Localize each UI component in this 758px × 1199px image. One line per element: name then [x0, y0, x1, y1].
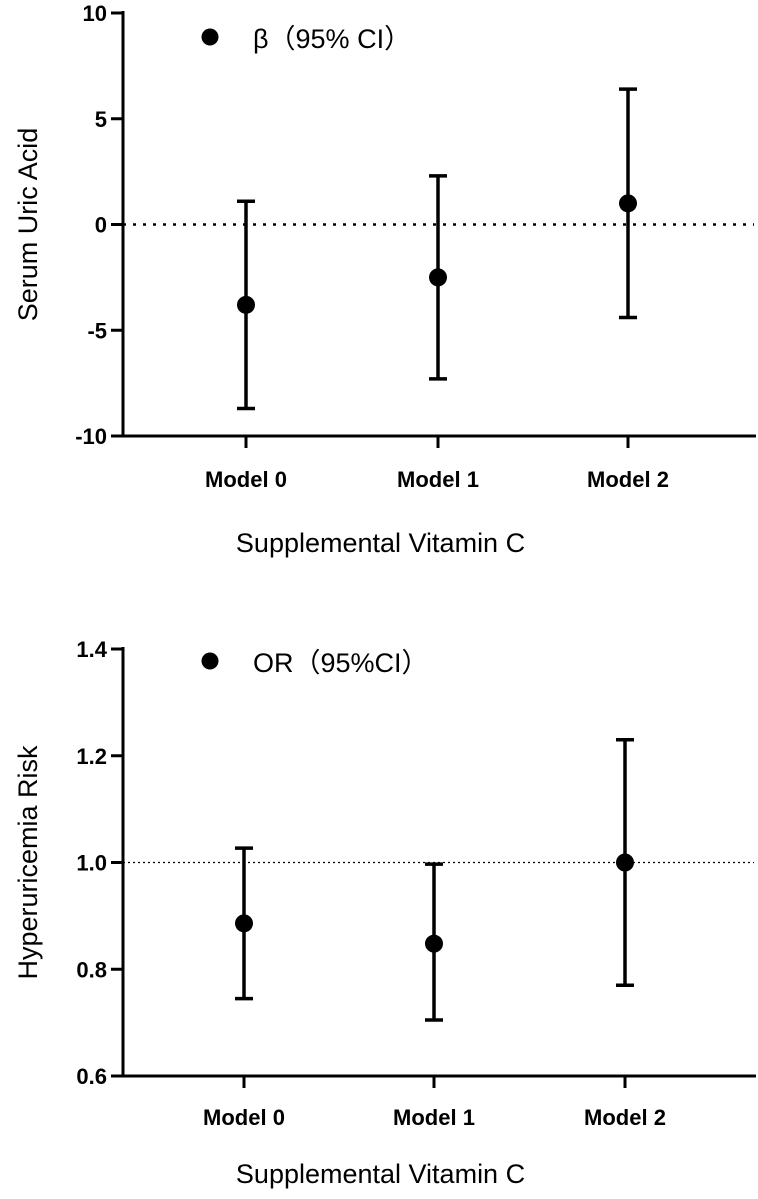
chart1-y-tick-label: 0.6	[76, 1064, 107, 1089]
chart0-legend-marker	[201, 28, 219, 46]
chart0-y-tick-label: -5	[87, 318, 107, 343]
chart0-category-label: Model 0	[205, 467, 287, 492]
chart1-data-point	[425, 934, 443, 953]
chart0-data-point	[237, 295, 255, 314]
chart1-category-label: Model 2	[584, 1105, 666, 1130]
chart1-category-label: Model 1	[393, 1105, 475, 1130]
chart0-y-tick-label: 0	[95, 213, 107, 238]
chart1-x-axis-title: Supplemental Vitamin C	[236, 1159, 525, 1189]
chart1-y-tick-label: 1.4	[76, 637, 107, 662]
chart0-y-tick-label: -10	[75, 424, 107, 449]
chart1-y-tick-label: 1.2	[76, 744, 107, 769]
chart-serum-uric-acid: -10 -5 0 5 10 Model 0 Model 1 Model 2 Supplement…	[13, 1, 756, 558]
chart1-legend-marker	[201, 652, 219, 670]
chart0-category-label: Model 2	[587, 467, 669, 492]
chart1-data-point	[235, 914, 253, 933]
chart1-legend-label: OR（95%CI）	[253, 648, 429, 678]
chart1-y-axis-title: Hyperuricemia Risk	[13, 745, 43, 980]
chart0-data-point	[429, 268, 447, 287]
chart1-data-point	[616, 853, 634, 872]
chart1-category-label: Model 0	[203, 1105, 285, 1130]
chart0-data-point	[619, 194, 637, 213]
chart0-x-axis-title: Supplemental Vitamin C	[236, 528, 525, 558]
chart0-legend-label: β（95% CI）	[253, 24, 411, 54]
chart1-y-tick-label: 0.8	[76, 957, 107, 982]
chart0-y-tick-label: 5	[95, 107, 107, 132]
chart1-y-tick-label: 1.0	[76, 851, 107, 876]
chart-hyperuricemia-risk: 0.6 0.8 1.0 1.2 1.4 Model 0 Model 1 Model 2 Supp…	[13, 637, 756, 1189]
chart0-category-label: Model 1	[397, 467, 479, 492]
chart0-y-tick-label: 10	[83, 1, 107, 26]
chart0-y-axis-title: Serum Uric Acid	[13, 128, 43, 322]
